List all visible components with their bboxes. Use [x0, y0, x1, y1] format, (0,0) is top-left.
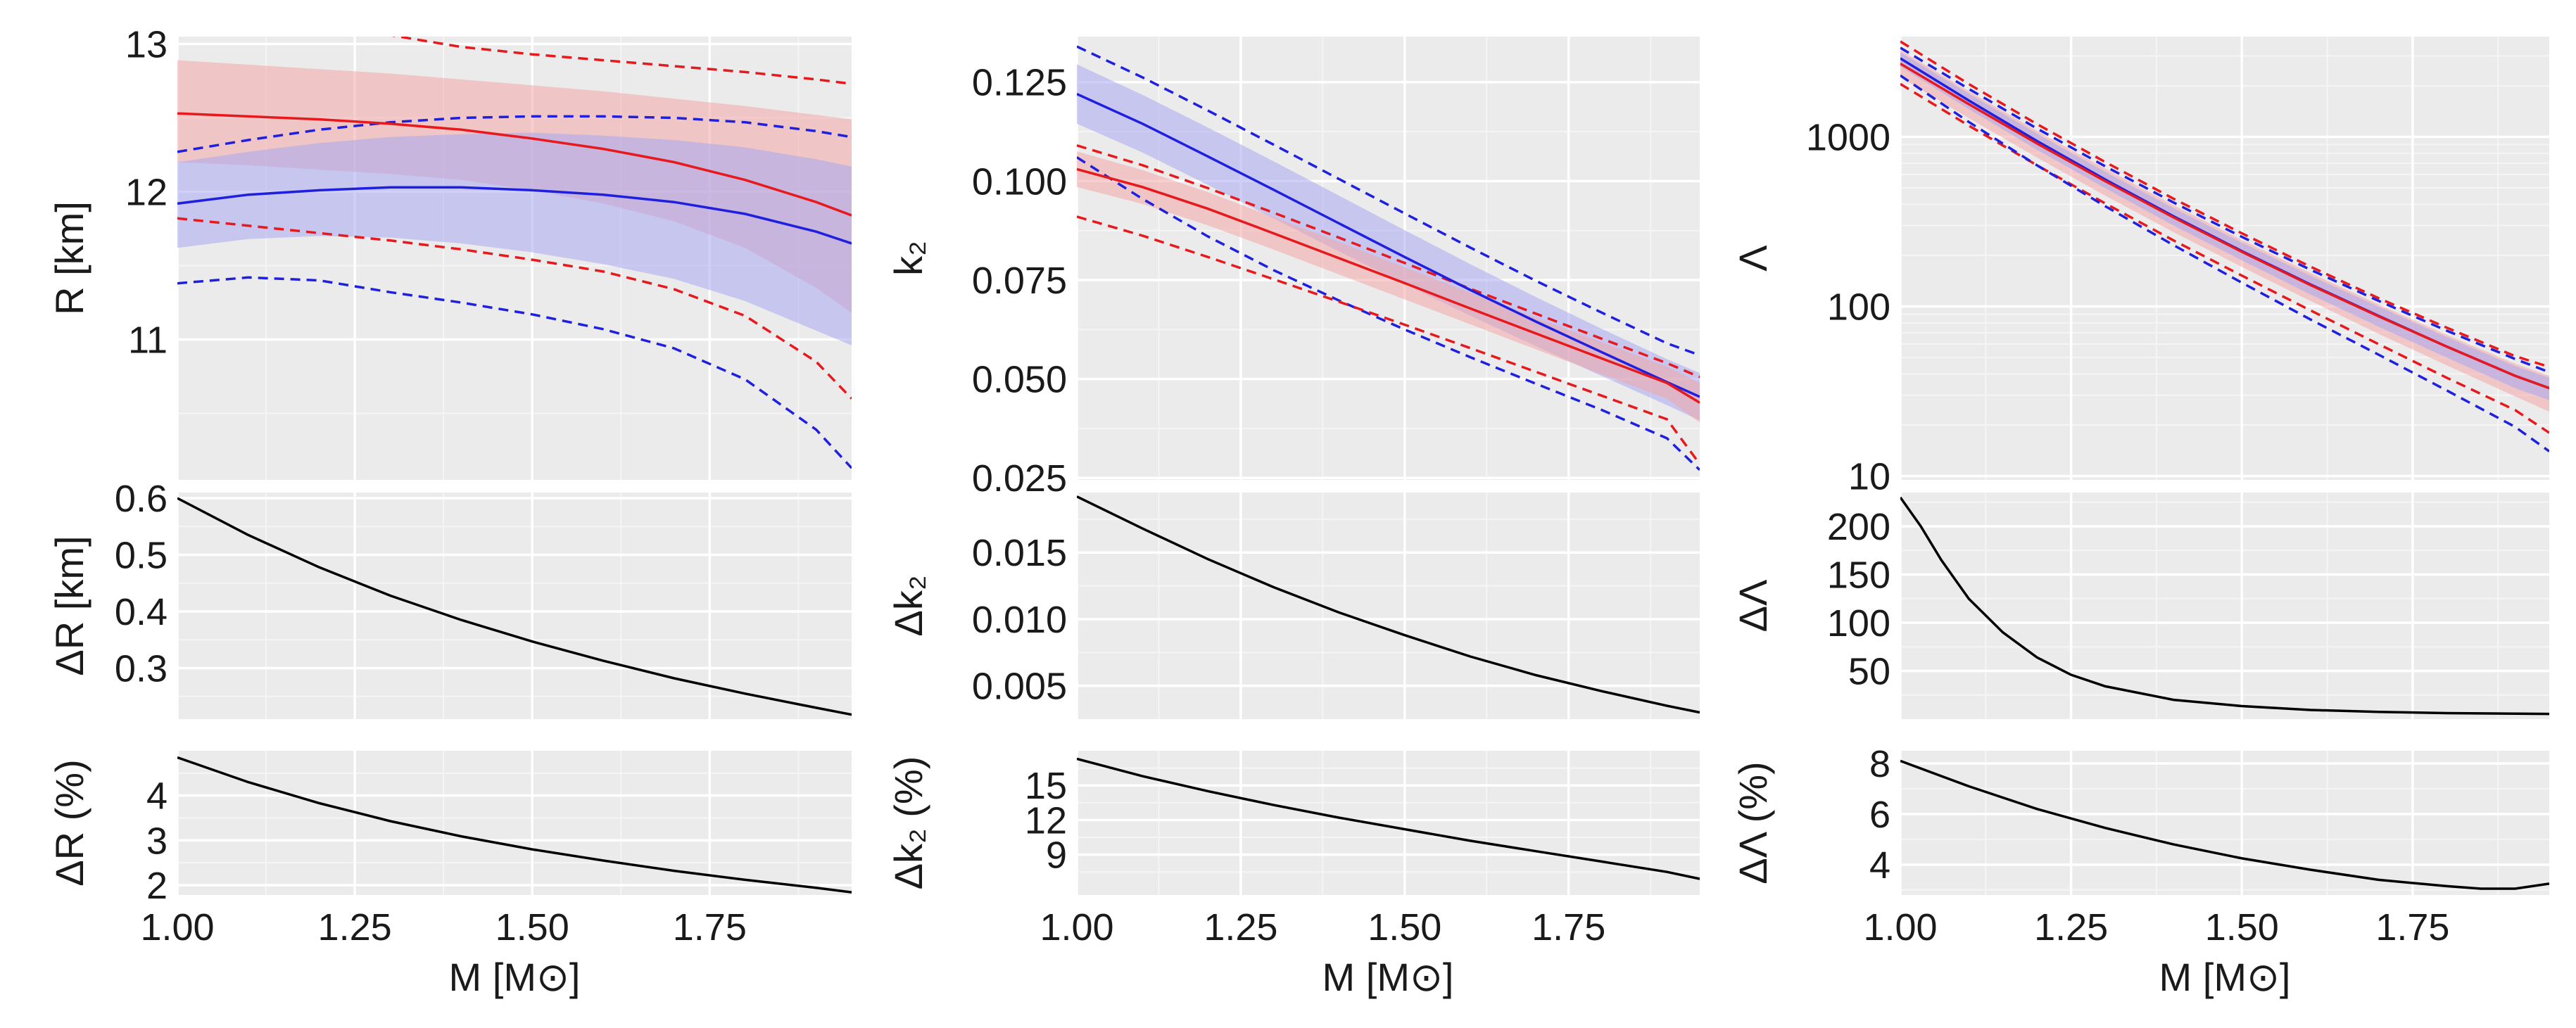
- y-axis-label: ΔΛ (%): [1731, 761, 1775, 884]
- y-tick-label: 0.6: [115, 478, 168, 520]
- dashed-red-series-line: [1077, 144, 1700, 379]
- y-axis-label: Δk₂: [886, 575, 930, 636]
- y-axis-label: Δk₂ (%): [886, 756, 930, 890]
- y-tick-label: 0.010: [972, 599, 1067, 641]
- y-tick-label: 0.5: [115, 535, 168, 577]
- panel-background: [1077, 751, 1700, 895]
- dashed-blue-series-line: [177, 115, 852, 153]
- panel-background: [1900, 493, 2549, 719]
- y-tick-label: 3: [146, 820, 168, 862]
- dashed-blue-series-line: [177, 276, 852, 469]
- y-tick-label: 0.100: [972, 160, 1067, 203]
- x-tick-label: 1.75: [2375, 906, 2449, 948]
- panel-background: [177, 493, 852, 719]
- x-axis-label: M [M⊙]: [2159, 955, 2291, 999]
- x-tick-label: 1.00: [1040, 906, 1113, 948]
- y-tick-label: 0.3: [115, 648, 168, 690]
- y-tick-label: 200: [1827, 506, 1890, 548]
- y-tick-label: 100: [1827, 286, 1890, 329]
- solid-blue-series-line: [1077, 93, 1700, 398]
- y-axis-label: Λ: [1731, 245, 1775, 272]
- panel-background: [1900, 751, 2549, 895]
- x-tick-label: 1.50: [495, 906, 569, 948]
- blue-uncertainty-band: [1900, 52, 2549, 400]
- y-tick-label: 100: [1827, 602, 1890, 645]
- y-tick-label: 12: [1025, 799, 1067, 842]
- x-tick-label: 1.50: [2205, 906, 2279, 948]
- y-tick-label: 0.4: [115, 591, 168, 633]
- y-tick-label: 150: [1827, 554, 1890, 596]
- y-tick-label: 4: [146, 775, 168, 818]
- series-lines: [177, 37, 2549, 894]
- solid-black-series-line: [1900, 759, 2549, 890]
- y-tick-label: 8: [1869, 743, 1890, 785]
- y-tick-label: 15: [1025, 765, 1067, 807]
- dashed-blue-series-line: [1077, 45, 1700, 357]
- solid-blue-series-line: [177, 186, 852, 245]
- x-tick-label: 1.25: [2034, 906, 2108, 948]
- dashed-red-series-line: [391, 37, 852, 85]
- y-axis-label: ΔR [km]: [47, 535, 91, 675]
- y-tick-label: 2: [146, 865, 168, 907]
- solid-red-series-line: [1077, 167, 1700, 404]
- x-tick-label: 1.25: [1204, 906, 1277, 948]
- dashed-blue-series-line: [1900, 74, 2549, 452]
- y-tick-label: 0.075: [972, 260, 1067, 302]
- dashed-blue-series-line: [1077, 156, 1700, 471]
- x-tick-label: 1.25: [318, 906, 392, 948]
- y-tick-label: 13: [125, 24, 168, 66]
- dashed-red-series-line: [177, 217, 852, 400]
- y-axis-label: ΔR (%): [47, 759, 91, 887]
- y-tick-label: 0.050: [972, 359, 1067, 401]
- x-axis-label: M [M⊙]: [449, 955, 581, 999]
- dashed-red-series-line: [1077, 215, 1700, 465]
- solid-red-series-line: [1900, 62, 2549, 390]
- tick-and-axis-labels: M [M⊙] M [M⊙] M [M⊙] 11 12 13 R [km] 0.3 0.4 0…: [47, 24, 2449, 1000]
- solid-black-series-line: [1900, 496, 2549, 716]
- x-tick-label: 1.75: [673, 906, 747, 948]
- x-axis-label: M [M⊙]: [1322, 955, 1454, 999]
- panel-background: [1077, 493, 1700, 719]
- y-tick-label: 12: [125, 172, 168, 214]
- y-tick-label: 9: [1046, 835, 1067, 877]
- solid-black-series-line: [177, 497, 852, 716]
- panel-background: [177, 751, 852, 895]
- y-axis-label: ΔΛ: [1731, 579, 1775, 632]
- y-tick-label: 4: [1869, 844, 1890, 887]
- x-tick-label: 1.75: [1532, 906, 1605, 948]
- solid-black-series-line: [1077, 495, 1700, 714]
- x-tick-label: 1.00: [1863, 906, 1937, 948]
- solid-black-series-line: [1077, 757, 1700, 880]
- y-tick-label: 11: [128, 319, 168, 362]
- y-tick-label: 50: [1848, 650, 1890, 692]
- y-tick-label: 1000: [1806, 116, 1890, 158]
- y-axis-label: k₂: [886, 241, 930, 276]
- dashed-blue-series-line: [1900, 46, 2549, 374]
- x-tick-label: 1.50: [1368, 906, 1441, 948]
- solid-red-series-line: [177, 112, 852, 217]
- y-tick-label: 10: [1848, 456, 1890, 498]
- y-axis-label: R [km]: [47, 201, 91, 315]
- solid-black-series-line: [177, 756, 852, 894]
- y-tick-label: 0.015: [972, 532, 1067, 574]
- y-tick-label: 0.005: [972, 666, 1067, 708]
- x-tick-label: 1.00: [140, 906, 214, 948]
- y-tick-label: 0.125: [972, 62, 1067, 104]
- y-tick-label: 6: [1869, 794, 1890, 836]
- blue-uncertainty-band: [177, 132, 852, 345]
- dashed-red-series-line: [1900, 40, 2549, 369]
- y-tick-label: 0.025: [972, 457, 1067, 500]
